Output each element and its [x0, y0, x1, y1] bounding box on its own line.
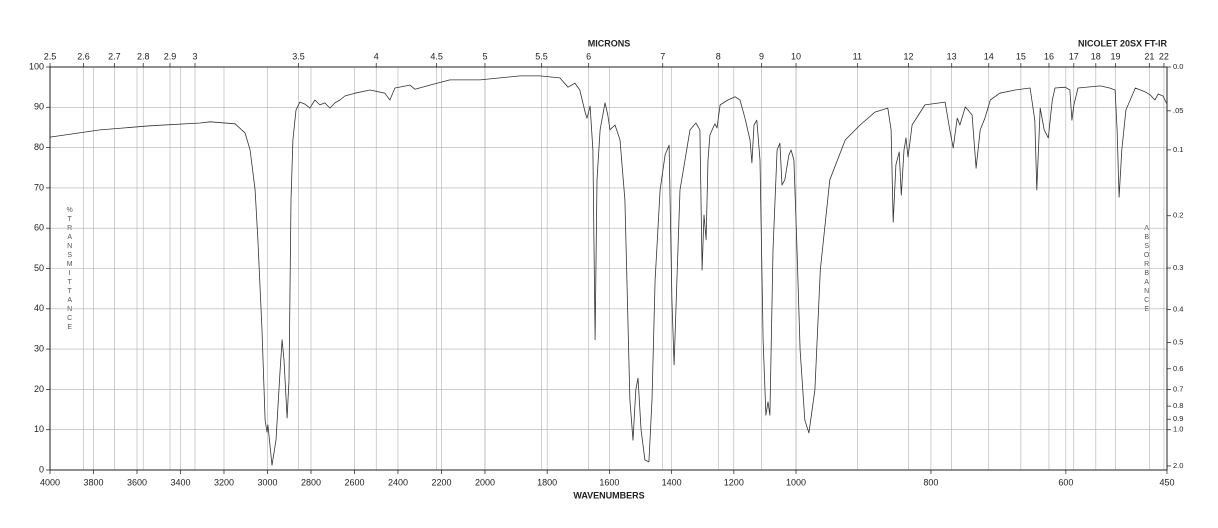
x-tick-label: 1800: [537, 477, 557, 487]
y-tick-label: 30: [34, 343, 44, 353]
y-tick-label: 10: [34, 424, 44, 434]
x2-tick-label: 2.5: [44, 51, 57, 61]
x2-tick-label: 5.5: [535, 51, 548, 61]
x2-tick-label: 6: [586, 51, 591, 61]
x2-tick-label: 3: [192, 51, 197, 61]
x-tick-label: 450: [1159, 477, 1174, 487]
x-tick-label: 3400: [170, 477, 190, 487]
x2-tick-label: 21: [1144, 51, 1154, 61]
y2-tick-label: 0.2: [1173, 211, 1183, 220]
x-tick-label: 800: [923, 477, 938, 487]
x-tick-label: 2600: [344, 477, 364, 487]
x-tick-label: 3000: [257, 477, 277, 487]
x-tick-label: 2400: [388, 477, 408, 487]
y-axis-label: %TRANSMITTANCE: [66, 207, 73, 333]
y-tick-label: 20: [34, 384, 44, 394]
y2-tick-label: .05: [1173, 106, 1183, 115]
x2-tick-label: 15: [1016, 51, 1026, 61]
x2-tick-label: 2.8: [137, 51, 150, 61]
x-tick-label: 1200: [724, 477, 744, 487]
x-tick-label: 3800: [83, 477, 103, 487]
y2-tick-label: 0.3: [1173, 263, 1183, 272]
y2-tick-label: 1.0: [1173, 425, 1183, 434]
x2-tick-label: 2.9: [164, 51, 177, 61]
y-tick-label: 90: [34, 102, 44, 112]
y2-tick-label: 0.7: [1173, 385, 1183, 394]
x2-tick-label: 19: [1111, 51, 1121, 61]
y-tick-label: 80: [34, 142, 44, 152]
y-tick-label: 70: [34, 182, 44, 192]
y2-tick-label: 0.5: [1173, 338, 1183, 347]
x-axis-label: WAVENUMBERS: [573, 490, 644, 500]
x2-tick-label: 10: [791, 51, 801, 61]
y2-tick-label: 0.6: [1173, 364, 1183, 373]
y-tick-label: 0: [39, 464, 44, 474]
instrument-label: NICOLET 20SX FT-IR: [1078, 38, 1168, 48]
x2-tick-label: 7: [660, 51, 665, 61]
x-tick-label: 3200: [214, 477, 234, 487]
x2-tick-label: 3.5: [292, 51, 305, 61]
x2-tick-label: 4.5: [430, 51, 443, 61]
y-tick-label: 40: [34, 303, 44, 313]
y2-tick-label: 0.8: [1173, 401, 1183, 410]
x2-tick-label: 13: [947, 51, 957, 61]
x2-tick-label: 17: [1069, 51, 1079, 61]
x-tick-label: 1600: [599, 477, 619, 487]
y2-tick-label: 0.4: [1173, 305, 1183, 314]
y-tick-label: 100: [29, 61, 44, 71]
x2-tick-label: 4: [374, 51, 379, 61]
y2-tick-label: 2.0: [1173, 461, 1183, 470]
y2-tick-label: 0.1: [1173, 145, 1183, 154]
x2-tick-label: 2.6: [77, 51, 90, 61]
x2-tick-label: 16: [1044, 51, 1054, 61]
y2-tick-label: 0.0: [1173, 62, 1183, 71]
x2-tick-label: 22: [1159, 51, 1169, 61]
y2-tick-label: 0.9: [1173, 414, 1183, 423]
y-tick-label: 50: [34, 263, 44, 273]
x2-tick-label: 8: [716, 51, 721, 61]
x-tick-label: 1000: [786, 477, 806, 487]
x2-tick-label: 9: [759, 51, 764, 61]
x2-tick-label: 2.7: [108, 51, 121, 61]
x2-tick-label: 12: [903, 51, 913, 61]
x-tick-label: 4000: [40, 477, 60, 487]
plot-frame: [49, 66, 1168, 471]
x-tick-label: 2000: [475, 477, 495, 487]
spectrum-line: [49, 75, 1168, 466]
x2-tick-label: 18: [1091, 51, 1101, 61]
x2-tick-label: 11: [853, 51, 862, 61]
x2-tick-label: 5: [482, 51, 487, 61]
chart-title: MICRONS: [588, 38, 631, 48]
x-tick-label: 2200: [431, 477, 451, 487]
x2-tick-label: 14: [984, 51, 994, 61]
x-tick-label: 1400: [662, 477, 682, 487]
y-tick-label: 60: [34, 223, 44, 233]
x-tick-label: 600: [1058, 477, 1073, 487]
x-tick-label: 3600: [127, 477, 147, 487]
x-tick-label: 2800: [301, 477, 321, 487]
y2-axis-label: ABSORBANCE: [1143, 225, 1150, 315]
